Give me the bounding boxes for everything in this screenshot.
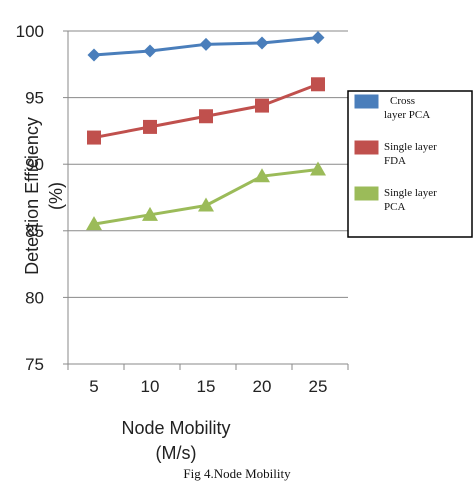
data-point-single-layer-fda [143,119,157,134]
data-point-cross-layer-pca [255,36,269,50]
y-tick-label: 95 [25,89,44,108]
x-tick-label: 20 [253,377,272,396]
data-point-single-layer-pca [254,168,270,183]
y-tick-label: 85 [25,222,44,241]
y-tick-label: 80 [25,288,44,307]
legend-label-single-layer-pca: PCA [384,201,405,213]
x-tick-label: 15 [197,377,216,396]
legend-box [347,90,473,238]
y-tick-label: 75 [25,355,44,374]
x-tick-label: 25 [309,377,328,396]
legend-swatch-cross-layer-pca [354,94,379,109]
x-tick-label: 10 [141,377,160,396]
data-point-cross-layer-pca [143,44,157,58]
legend-swatch-single-layer-fda [354,140,379,155]
y-tick-labels: 75 80 85 90 95 100 [16,22,44,374]
data-point-single-layer-pca [142,206,158,221]
legend-label-cross-layer-pca: layer PCA [384,109,430,121]
data-point-single-layer-fda [311,77,325,92]
axes [63,30,349,370]
data-point-cross-layer-pca [199,37,213,51]
x-tick-labels: 5 10 15 20 25 [89,377,327,396]
data-point-single-layer-pca [198,197,214,212]
legend-label-single-layer-fda: Single layer [384,141,437,153]
data-point-single-layer-fda [199,109,213,124]
line-chart: 75 80 85 90 95 100 5 10 15 20 25 Detection Effici… [16,22,473,463]
legend-label-single-layer-fda: FDA [384,155,406,167]
data-point-cross-layer-pca [87,48,101,62]
legend-label-cross-layer-pca: Cross [390,95,415,107]
data-point-single-layer-fda [87,130,101,145]
y-axis-label-line2: (%) [46,182,66,210]
data-point-single-layer-fda [255,98,269,113]
legend-swatch-single-layer-pca [354,186,379,201]
legend-label-single-layer-pca: Single layer [384,187,437,199]
y-tick-label: 90 [25,155,44,174]
figure-caption: Fig 4.Node Mobility [183,466,291,481]
x-axis-label-line2: (M/s) [156,443,197,463]
series-group [86,31,326,231]
series-line-single-layer-pca [93,168,319,226]
x-axis-label-line1: Node Mobility [121,418,230,438]
x-tick-label: 5 [89,377,98,396]
y-tick-label: 100 [16,22,44,41]
data-point-single-layer-pca [310,161,326,176]
data-point-cross-layer-pca [311,31,325,45]
grid-lines [68,30,348,298]
data-point-single-layer-pca [86,216,102,231]
legend: Cross layer PCA Single layer FDA Single laye… [347,90,473,238]
y-axis-label-line1: Detection Efficiency [22,117,42,275]
